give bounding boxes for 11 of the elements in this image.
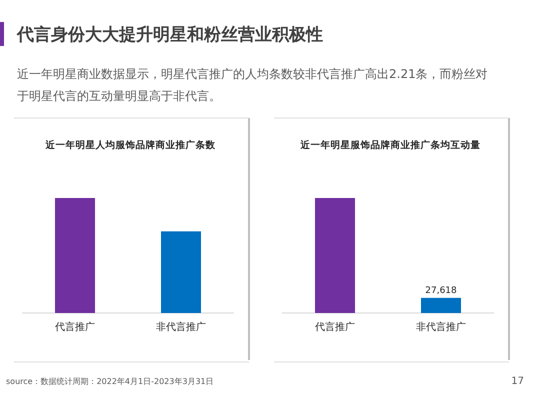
data-label: 27,618 bbox=[425, 286, 458, 296]
text: 17 bbox=[511, 376, 524, 387]
text: 近一年明星商业数据显示，明星代言推广的人均条数较非代言推广高出2.21条，而粉丝对于明星代言的互动量明显高于非代言。 bbox=[17, 67, 488, 103]
x-tick-label: 代言推广 bbox=[54, 321, 95, 333]
x-tick-label: 非代言推广 bbox=[156, 321, 206, 333]
text: 代言身份大大提升明星和粉丝营业积极性 bbox=[16, 25, 323, 45]
x-tick-label: 非代言推广 bbox=[416, 321, 466, 333]
chart-title: 近一年明星人均服饰品牌商业推广条数 bbox=[44, 139, 216, 151]
chart-title: 近一年明星服饰品牌商业推广条均互动量 bbox=[300, 139, 480, 151]
source-note: source：数据统计周期：2022年4月1日-2023年3月31日 bbox=[6, 377, 214, 386]
x-tick-label: 代言推广 bbox=[314, 321, 355, 333]
